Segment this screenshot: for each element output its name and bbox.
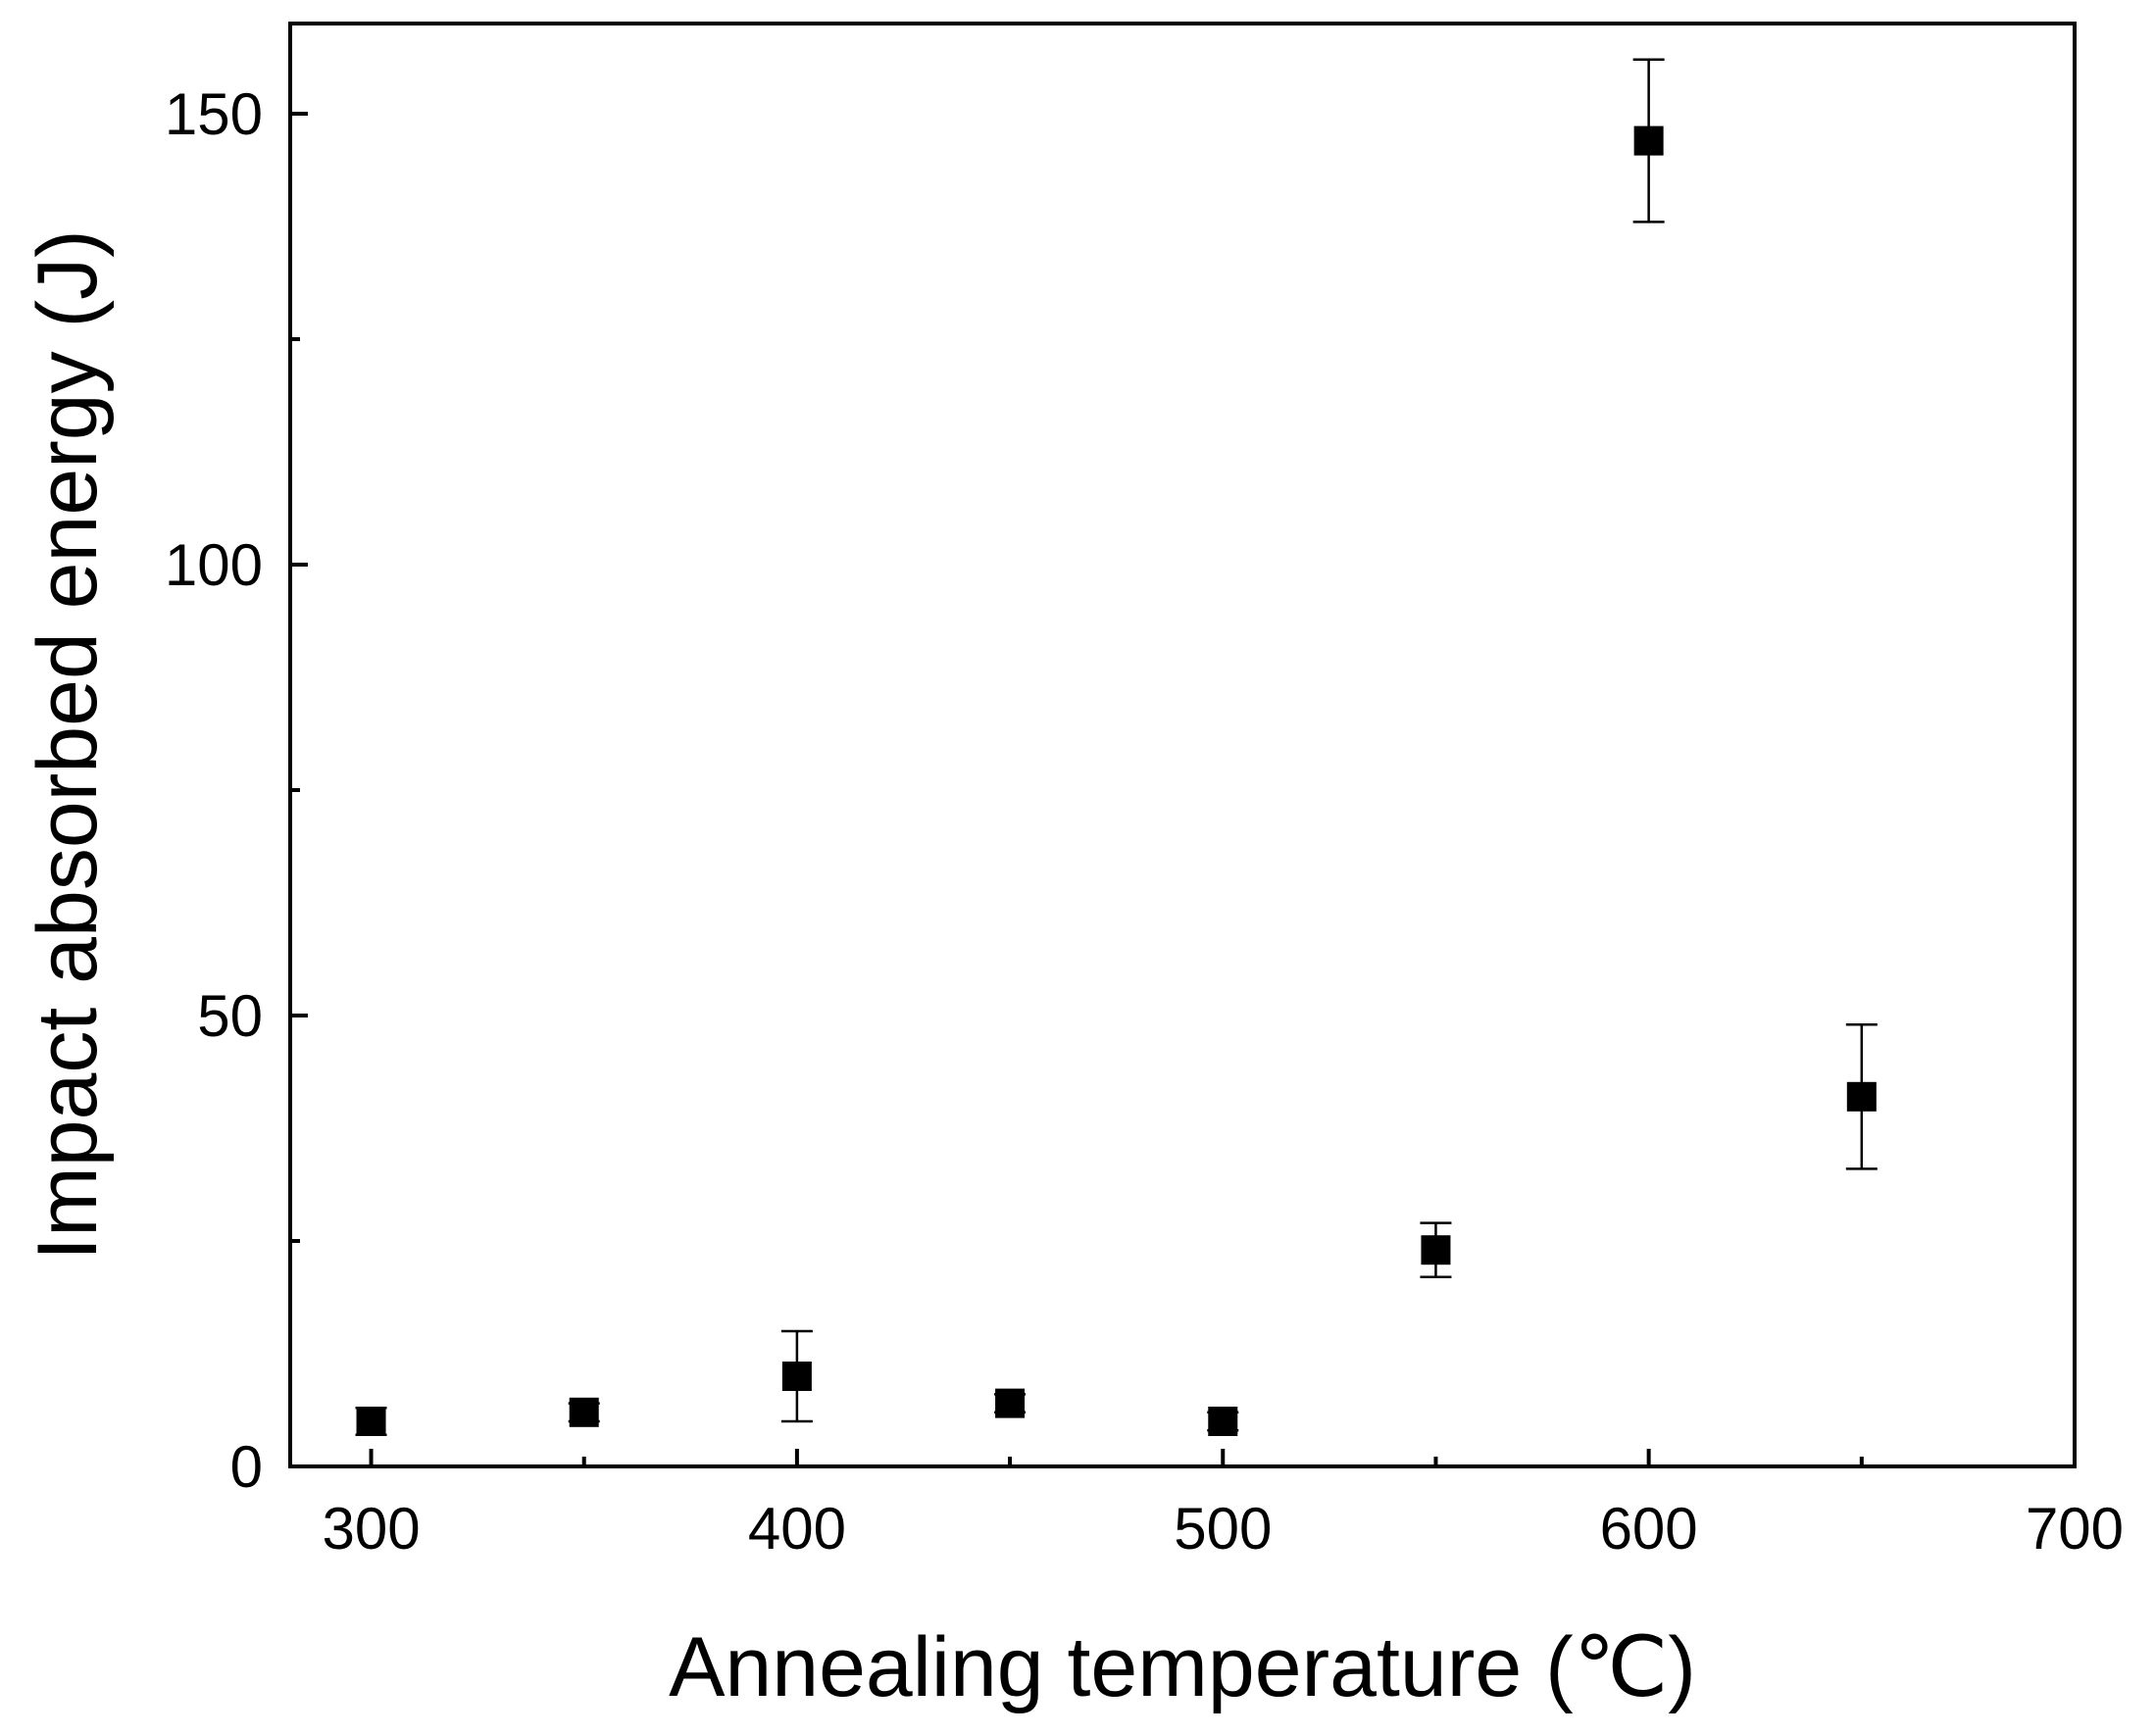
y-axis-tick-labels: 0 50 100 150 (165, 81, 263, 1500)
x-tick-label: 700 (2026, 1496, 2124, 1562)
y-tick-label: 50 (197, 983, 263, 1049)
data-point (1208, 1407, 1238, 1436)
data-point (1421, 1235, 1451, 1265)
x-tick-label: 500 (1174, 1496, 1272, 1562)
y-axis-ticks (290, 112, 308, 1468)
data-point (1846, 1081, 1877, 1112)
x-tick-label: 300 (322, 1496, 420, 1562)
x-axis-ticks (369, 1449, 2077, 1466)
data-point (781, 1362, 812, 1391)
data-point (995, 1388, 1026, 1418)
x-axis-title: Annealing temperature (℃) (669, 1620, 1696, 1714)
data-point (1633, 125, 1664, 156)
y-axis-title: Impact absorbed energy (J) (21, 229, 115, 1261)
y-tick-label: 100 (165, 532, 263, 598)
data-point (569, 1397, 599, 1427)
x-axis-tick-labels: 300 400 500 600 700 (322, 1496, 2124, 1562)
y-tick-label: 150 (165, 81, 263, 147)
x-tick-label: 400 (748, 1496, 846, 1562)
data-points (355, 58, 1878, 1437)
y-tick-label: 0 (230, 1434, 263, 1500)
data-point (356, 1407, 386, 1436)
x-tick-label: 600 (1600, 1496, 1698, 1562)
plot-frame (288, 22, 2077, 1468)
